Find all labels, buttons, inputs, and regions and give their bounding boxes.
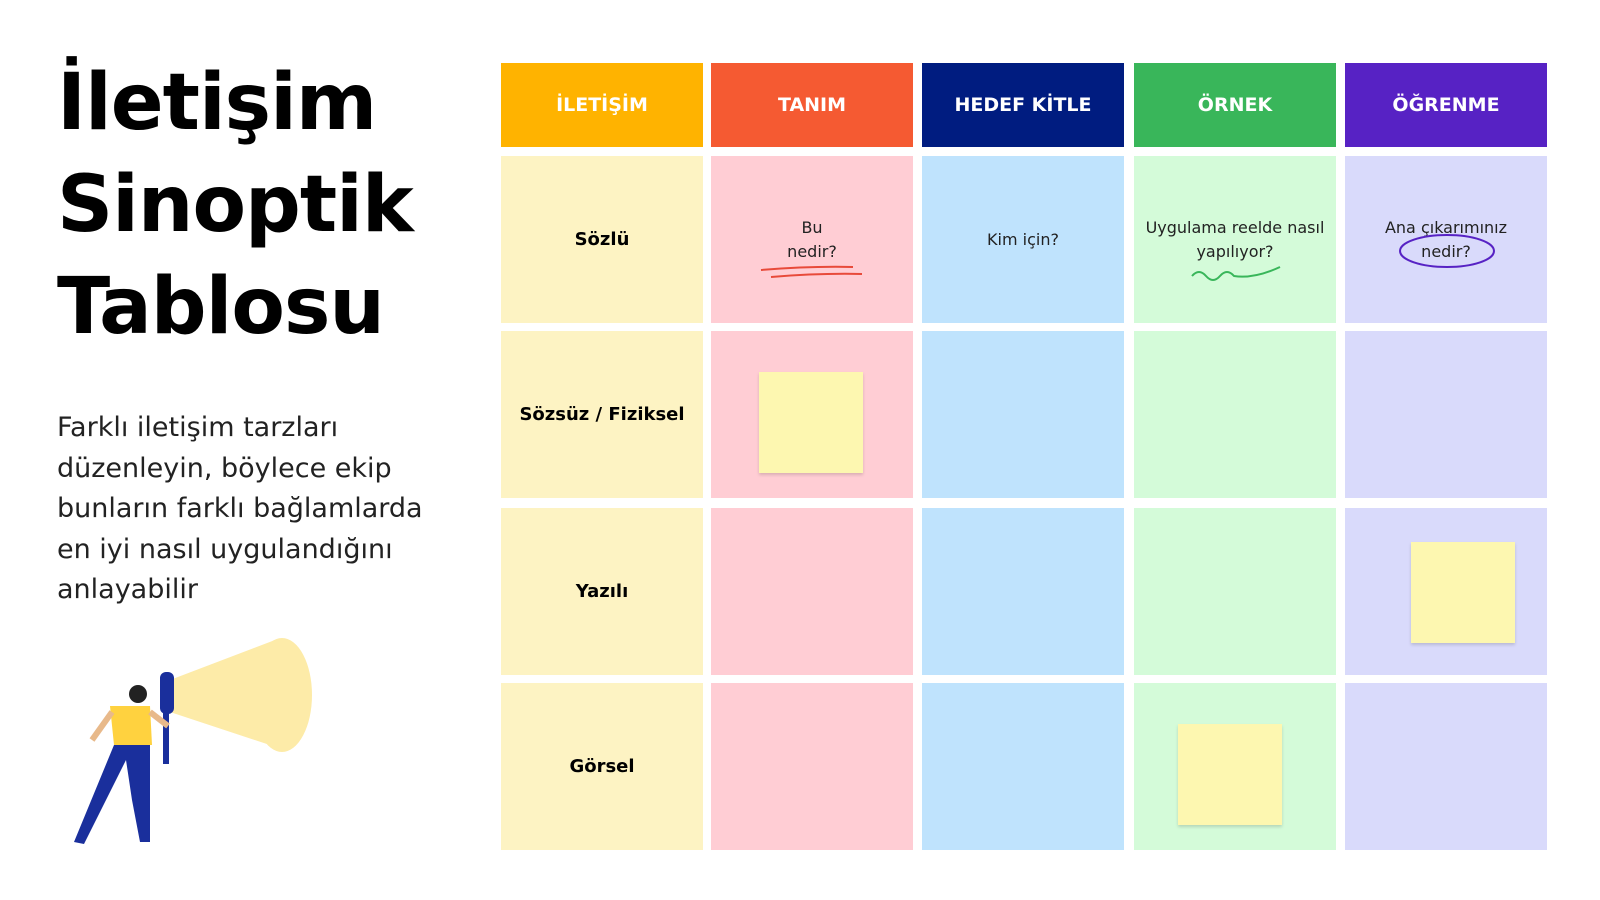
table-cell [711, 508, 913, 675]
column-header: ÖĞRENME [1345, 63, 1547, 147]
table-cell [922, 331, 1124, 498]
table-cell: Ana çıkarımınız nedir? [1345, 156, 1547, 323]
title-line: Tablosu [57, 262, 385, 352]
table-cell [1345, 331, 1547, 498]
cell-text: Ana çıkarımınız [1384, 217, 1508, 237]
sticky-note [759, 372, 863, 473]
table-cell [1134, 508, 1336, 675]
table-cell: Bu nedir? [711, 156, 913, 323]
description-line: düzenleyin, böylece ekip [57, 452, 392, 484]
cell-text: yapılıyor? [1196, 241, 1274, 261]
row-label: Sözlü [501, 156, 703, 323]
table-cell: Kim için? [922, 156, 1124, 323]
table-cell [711, 683, 913, 850]
description-line: Farklı iletişim tarzları [57, 412, 339, 443]
title: İletişim Sinoptik Tablosu [57, 52, 414, 358]
table-cell [1134, 331, 1336, 498]
title-line: Sinoptik [57, 160, 414, 250]
cell-text: Bu [801, 217, 823, 237]
table-cell [1345, 683, 1547, 850]
row-label: Görsel [501, 683, 703, 850]
row-label: Sözsüz / Fiziksel [501, 331, 703, 498]
table-cell: Uygulama reelde nasıl yapılıyor? [1134, 156, 1336, 323]
column-header: TANIM [711, 63, 913, 147]
cell-text: Kim için? [987, 229, 1059, 249]
description-line: anlayabilir [57, 574, 198, 605]
cell-text: nedir? [1421, 241, 1471, 261]
cell-text: nedir? [787, 241, 837, 261]
row-label: Yazılı [501, 508, 703, 675]
table-cell [922, 683, 1124, 850]
table-cell [922, 508, 1124, 675]
column-header: İLETİŞİM [501, 63, 703, 147]
description: Farklı iletişim tarzları düzenleyin, böyl… [57, 408, 423, 611]
title-line: İletişim [57, 58, 377, 148]
column-header: ÖRNEK [1134, 63, 1336, 147]
illustration [74, 638, 312, 844]
sticky-note [1411, 542, 1515, 643]
description-line: en iyi nasıl uygulandığını [57, 533, 393, 565]
cell-text: Uygulama reelde nasıl [1145, 217, 1325, 237]
sticky-note [1178, 724, 1282, 825]
description-line: bunların farklı bağlamlarda [57, 493, 423, 524]
column-header: HEDEF KİTLE [922, 63, 1124, 147]
